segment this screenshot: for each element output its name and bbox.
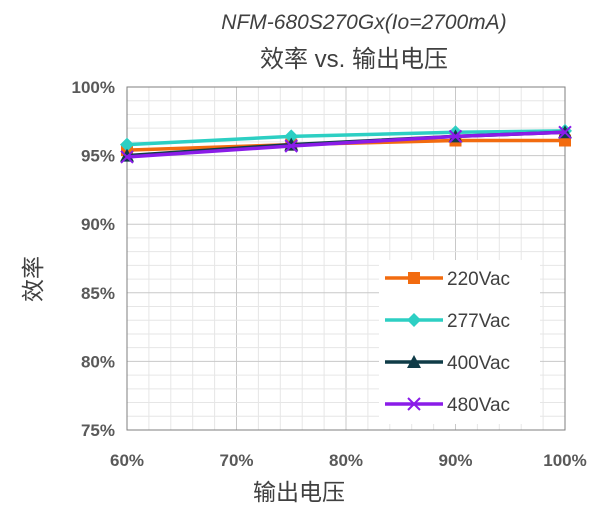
x-tick-label: 70% <box>219 451 253 470</box>
series-group <box>120 123 572 164</box>
legend-marker <box>408 272 420 284</box>
data-point <box>448 129 463 144</box>
legend-marker <box>407 397 421 411</box>
y-axis-title: 效率 <box>21 256 47 302</box>
legend: 220Vac 277Vac 400Vac 480Vac <box>379 260 540 424</box>
y-axis-ticks: 75% 80% 85% 90% 95% 100% <box>72 78 115 440</box>
legend-label: 220Vac <box>447 269 510 290</box>
legend-item: 220Vac <box>385 269 510 290</box>
data-point <box>120 137 134 152</box>
legend-label: 400Vac <box>447 353 510 374</box>
legend-item: 480Vac <box>385 395 510 416</box>
y-tick-label: 95% <box>81 147 115 166</box>
data-point <box>284 139 298 153</box>
y-tick-label: 85% <box>81 284 115 303</box>
x-tick-label: 60% <box>110 451 144 470</box>
series-480vac <box>120 125 572 164</box>
legend-label: 277Vac <box>447 311 510 332</box>
plot-area-frame <box>126 86 566 431</box>
data-point <box>284 129 299 144</box>
y-tick-label: 80% <box>81 352 115 371</box>
y-tick-label: 100% <box>72 78 115 97</box>
series-line <box>126 129 566 147</box>
x-tick-label: 100% <box>543 451 586 470</box>
legend-item: 400Vac <box>385 353 510 374</box>
y-tick-label: 90% <box>81 215 115 234</box>
x-tick-label: 80% <box>329 451 363 470</box>
legend-marker <box>407 313 421 327</box>
x-tick-label: 90% <box>438 451 472 470</box>
legend-marker <box>407 355 421 368</box>
x-axis-title: 输出电压 <box>253 480 345 506</box>
data-point <box>120 150 134 164</box>
chart-subtitle: 效率 vs. 输出电压 <box>260 46 448 73</box>
chart-title: NFM-680S270Gx(Io=2700mA) <box>221 11 506 34</box>
series-line <box>126 130 566 159</box>
x-axis-ticks: 60% 70% 80% 90% 100% <box>110 451 587 470</box>
legend-box <box>379 260 540 424</box>
data-point <box>558 125 572 139</box>
y-tick-label: 75% <box>81 421 115 440</box>
legend-label: 480Vac <box>447 395 510 416</box>
legend-item: 277Vac <box>385 311 510 332</box>
